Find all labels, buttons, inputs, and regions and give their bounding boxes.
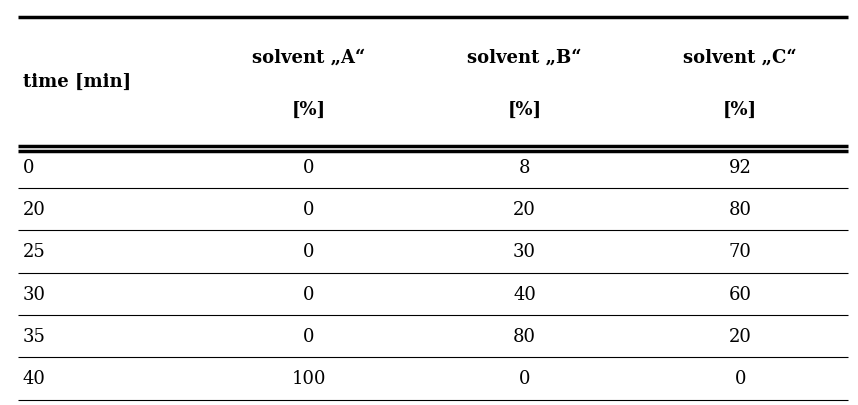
Text: 92: 92: [728, 158, 752, 176]
Text: 20: 20: [728, 327, 752, 345]
Text: 0: 0: [303, 158, 315, 176]
Text: 0: 0: [734, 369, 746, 388]
Text: [%]: [%]: [723, 101, 758, 119]
Text: 40: 40: [513, 285, 536, 303]
Text: 30: 30: [23, 285, 45, 303]
Text: 20: 20: [513, 200, 536, 219]
Text: 40: 40: [23, 369, 45, 388]
Text: 60: 60: [728, 285, 752, 303]
Text: 35: 35: [23, 327, 45, 345]
Text: solvent „C“: solvent „C“: [684, 49, 797, 67]
Text: 80: 80: [513, 327, 536, 345]
Text: [%]: [%]: [507, 101, 541, 119]
Text: 20: 20: [23, 200, 45, 219]
Text: time [min]: time [min]: [23, 73, 131, 91]
Text: 0: 0: [303, 200, 315, 219]
Text: 30: 30: [513, 243, 536, 261]
Text: 0: 0: [23, 158, 34, 176]
Text: 25: 25: [23, 243, 45, 261]
Text: 0: 0: [303, 243, 315, 261]
Text: 0: 0: [519, 369, 530, 388]
Text: 0: 0: [303, 285, 315, 303]
Text: 100: 100: [292, 369, 326, 388]
Text: [%]: [%]: [292, 101, 326, 119]
Text: 8: 8: [519, 158, 530, 176]
Text: 70: 70: [728, 243, 752, 261]
Text: 80: 80: [728, 200, 752, 219]
Text: solvent „B“: solvent „B“: [468, 49, 582, 67]
Text: 0: 0: [303, 327, 315, 345]
Text: solvent „A“: solvent „A“: [252, 49, 366, 67]
